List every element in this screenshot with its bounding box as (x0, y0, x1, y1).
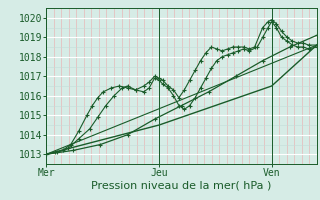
X-axis label: Pression niveau de la mer( hPa ): Pression niveau de la mer( hPa ) (92, 181, 272, 191)
